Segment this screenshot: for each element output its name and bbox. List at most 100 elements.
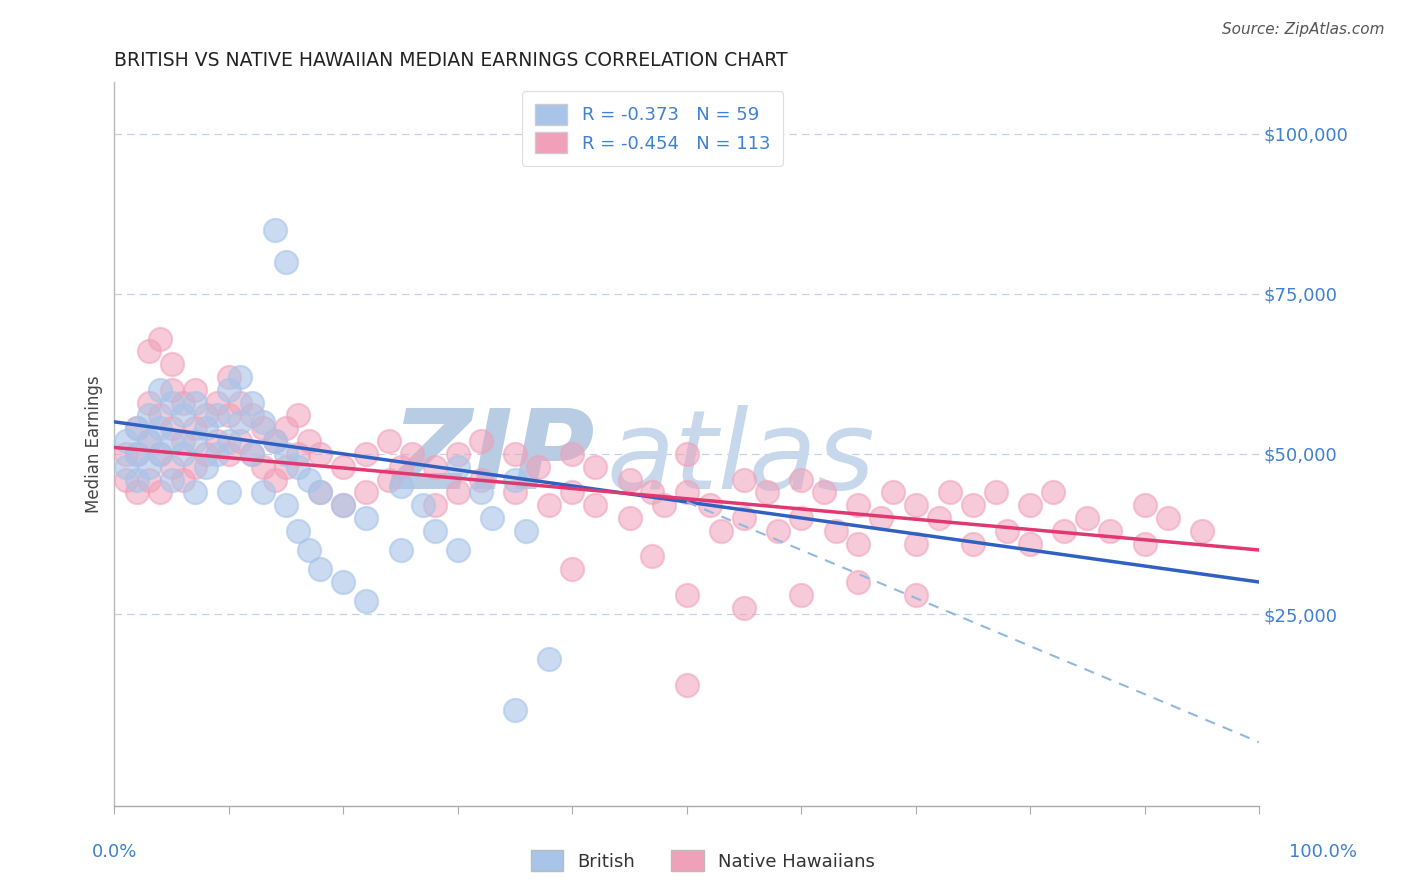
Point [138, 459, 160, 474]
Point [768, 524, 790, 538]
Text: Source: ZipAtlas.com: Source: ZipAtlas.com [1222, 22, 1385, 37]
Point [503, 703, 526, 717]
Point [1042, 485, 1064, 500]
Point [1133, 536, 1156, 550]
Point [309, 485, 332, 500]
Point [274, 447, 297, 461]
Point [332, 574, 354, 589]
Point [138, 344, 160, 359]
Point [561, 447, 583, 461]
Point [207, 409, 229, 423]
Point [218, 434, 240, 448]
Point [274, 421, 297, 435]
Point [470, 434, 492, 448]
Point [172, 447, 194, 461]
Point [287, 459, 309, 474]
Point [619, 511, 641, 525]
Point [218, 447, 240, 461]
Point [389, 543, 412, 558]
Legend: R = -0.373   N = 59, R = -0.454   N = 113: R = -0.373 N = 59, R = -0.454 N = 113 [522, 91, 783, 166]
Point [1133, 498, 1156, 512]
Point [149, 332, 172, 346]
Point [824, 524, 846, 538]
Point [183, 383, 205, 397]
Point [127, 421, 149, 435]
Point [1156, 511, 1178, 525]
Point [149, 421, 172, 435]
Point [848, 498, 870, 512]
Point [423, 524, 446, 538]
Point [583, 459, 606, 474]
Point [790, 473, 813, 487]
Text: 100.0%: 100.0% [1289, 843, 1357, 861]
Point [160, 473, 183, 487]
Point [149, 447, 172, 461]
Point [240, 447, 263, 461]
Point [470, 473, 492, 487]
Point [790, 511, 813, 525]
Point [149, 485, 172, 500]
Point [172, 434, 194, 448]
Point [538, 652, 561, 666]
Point [287, 524, 309, 538]
Point [1019, 498, 1042, 512]
Point [928, 511, 950, 525]
Point [229, 415, 252, 429]
Point [699, 498, 721, 512]
Point [274, 459, 297, 474]
Point [287, 409, 309, 423]
Point [962, 536, 984, 550]
Point [389, 459, 412, 474]
Point [1019, 536, 1042, 550]
Point [263, 434, 285, 448]
Point [183, 395, 205, 409]
Point [240, 409, 263, 423]
Point [332, 459, 354, 474]
Point [160, 357, 183, 371]
Point [229, 395, 252, 409]
Point [183, 434, 205, 448]
Point [127, 421, 149, 435]
Point [138, 434, 160, 448]
Point [652, 498, 675, 512]
Point [183, 421, 205, 435]
Point [733, 473, 755, 487]
Point [287, 447, 309, 461]
Point [481, 511, 503, 525]
Point [423, 459, 446, 474]
Point [298, 473, 321, 487]
Point [127, 447, 149, 461]
Point [218, 485, 240, 500]
Point [515, 524, 537, 538]
Text: ZIP: ZIP [392, 405, 595, 512]
Point [115, 459, 138, 474]
Point [252, 459, 274, 474]
Point [354, 485, 377, 500]
Point [447, 447, 470, 461]
Point [354, 594, 377, 608]
Point [138, 473, 160, 487]
Point [218, 409, 240, 423]
Point [160, 421, 183, 435]
Point [447, 543, 470, 558]
Point [172, 473, 194, 487]
Point [503, 485, 526, 500]
Point [207, 447, 229, 461]
Point [252, 415, 274, 429]
Point [790, 588, 813, 602]
Point [412, 498, 434, 512]
Point [309, 562, 332, 576]
Point [733, 600, 755, 615]
Point [503, 447, 526, 461]
Point [561, 562, 583, 576]
Point [160, 434, 183, 448]
Point [195, 459, 218, 474]
Point [447, 485, 470, 500]
Point [138, 434, 160, 448]
Point [675, 485, 697, 500]
Point [229, 434, 252, 448]
Point [527, 459, 550, 474]
Point [378, 434, 401, 448]
Point [354, 447, 377, 461]
Point [229, 370, 252, 384]
